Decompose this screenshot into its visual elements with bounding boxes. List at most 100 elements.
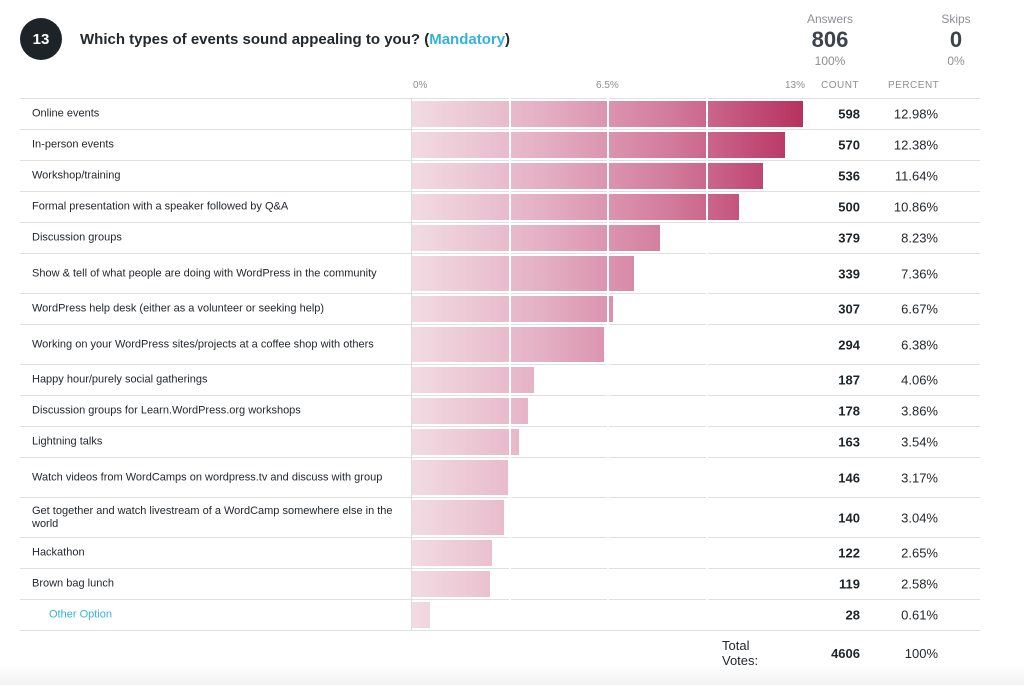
row-percent: 3.04%	[901, 510, 938, 525]
row-count: 570	[838, 137, 860, 153]
table-row: Hackathon 122 2.65%	[20, 538, 980, 569]
gridline	[607, 98, 609, 630]
total-votes-count: 4606	[831, 646, 860, 661]
row-count: 122	[838, 545, 860, 561]
table-row: Formal presentation with a speaker follo…	[20, 192, 980, 223]
row-count: 140	[838, 510, 860, 525]
row-count: 536	[838, 168, 860, 184]
bottom-fade	[0, 665, 1024, 685]
bar	[412, 163, 763, 189]
axis-tick-label: 0%	[413, 80, 428, 91]
row-count: 379	[838, 230, 860, 246]
row-count: 339	[838, 266, 860, 281]
row-percent: 7.36%	[901, 266, 938, 281]
answers-label: Answers	[806, 12, 853, 26]
answers-stat: Answers 806 100%	[780, 12, 880, 68]
skips-percent: 0%	[947, 54, 965, 68]
gridline	[706, 98, 708, 630]
question-number-badge: 13	[20, 18, 62, 60]
row-label: Formal presentation with a speaker follo…	[32, 200, 289, 213]
axis-tick-label: 13%	[785, 80, 806, 91]
row-count: 119	[839, 576, 860, 592]
table-row: Lightning talks 163 3.54%	[20, 427, 980, 458]
row-percent: 12.38%	[893, 137, 938, 153]
table-row: Brown bag lunch 119 2.58%	[20, 569, 980, 600]
table-row: Workshop/training 536 11.64%	[20, 161, 980, 192]
row-percent: 0.61%	[901, 607, 938, 623]
table-row: Show & tell of what people are doing wit…	[20, 254, 980, 294]
row-label: Online events	[32, 107, 100, 120]
bar	[412, 602, 430, 628]
row-count: 294	[838, 337, 860, 352]
bar	[412, 429, 519, 455]
table-row: In-person events 570 12.38%	[20, 130, 980, 161]
row-label: Lightning talks	[32, 435, 103, 448]
row-count: 187	[838, 372, 860, 388]
bar	[412, 367, 534, 393]
bar	[412, 296, 613, 322]
row-percent: 6.67%	[901, 301, 938, 317]
bar	[412, 571, 490, 597]
row-count: 307	[838, 301, 860, 317]
bar	[412, 398, 528, 424]
skips-label: Skips	[941, 12, 971, 26]
table-row: Other Option 28 0.61%	[20, 600, 980, 631]
row-label: Workshop/training	[32, 169, 121, 182]
axis-line	[411, 98, 412, 630]
row-label: In-person events	[32, 138, 114, 151]
bar	[412, 132, 785, 158]
total-votes-label: Total Votes:	[722, 638, 759, 668]
bar	[412, 256, 634, 291]
row-count: 178	[838, 403, 860, 419]
table-row: Happy hour/purely social gatherings 187 4.…	[20, 365, 980, 396]
bar	[412, 500, 504, 535]
row-count: 146	[838, 470, 860, 485]
table-row: Discussion groups for Learn.WordPress.or…	[20, 396, 980, 427]
bar	[412, 225, 660, 251]
row-label: Show & tell of what people are doing wit…	[32, 267, 377, 279]
gridline	[509, 98, 511, 630]
row-percent: 2.58%	[901, 576, 938, 592]
row-label: Working on your WordPress sites/projects…	[32, 338, 374, 350]
row-percent: 12.98%	[893, 106, 938, 122]
row-count: 163	[838, 434, 860, 450]
axis-tick-label: 6.5%	[596, 80, 619, 91]
row-label: Discussion groups	[32, 231, 122, 244]
row-percent: 11.64%	[894, 168, 938, 184]
row-label: WordPress help desk (either as a volunte…	[32, 302, 325, 315]
table-row: Online events 598 12.98%	[20, 99, 980, 130]
row-label: Discussion groups for Learn.WordPress.or…	[32, 404, 301, 417]
row-percent: 8.23%	[901, 230, 938, 246]
bar	[412, 460, 508, 495]
row-label: Watch videos from WordCamps on wordpress…	[32, 471, 383, 483]
row-label: Get together and watch livestream of a W…	[32, 504, 393, 530]
table-row: Watch videos from WordCamps on wordpress…	[20, 458, 980, 498]
table-row: Working on your WordPress sites/projects…	[20, 325, 980, 365]
row-count: 598	[838, 106, 860, 122]
row-percent: 3.17%	[901, 470, 938, 485]
bar	[412, 327, 604, 362]
skips-stat: Skips 0 0%	[906, 12, 1006, 68]
row-count: 28	[845, 607, 860, 623]
bar	[412, 194, 739, 220]
mandatory-label: Mandatory	[429, 31, 506, 48]
row-percent: 3.86%	[901, 403, 938, 419]
row-label: Happy hour/purely social gatherings	[32, 373, 208, 386]
row-percent: 6.38%	[901, 337, 938, 352]
table-row: Discussion groups 379 8.23%	[20, 223, 980, 254]
table-row: WordPress help desk (either as a volunte…	[20, 294, 980, 325]
count-column-header: COUNT	[821, 80, 860, 91]
answers-value: 806	[811, 27, 849, 52]
row-percent: 4.06%	[901, 372, 938, 388]
results-table: Online events 598 12.98% In-person events 57…	[20, 98, 980, 631]
row-percent: 2.65%	[901, 545, 938, 561]
row-label: Hackathon	[32, 546, 85, 559]
row-label: Brown bag lunch	[32, 577, 114, 590]
bar	[412, 540, 492, 566]
percent-column-header: PERCENT	[888, 80, 940, 91]
other-option-link[interactable]: Other Option	[49, 608, 112, 621]
table-row: Get together and watch livestream of a W…	[20, 498, 980, 538]
total-votes-percent: 100%	[904, 646, 938, 661]
question-title: Which types of events sound appealing to…	[80, 31, 511, 48]
skips-value: 0	[949, 27, 963, 52]
